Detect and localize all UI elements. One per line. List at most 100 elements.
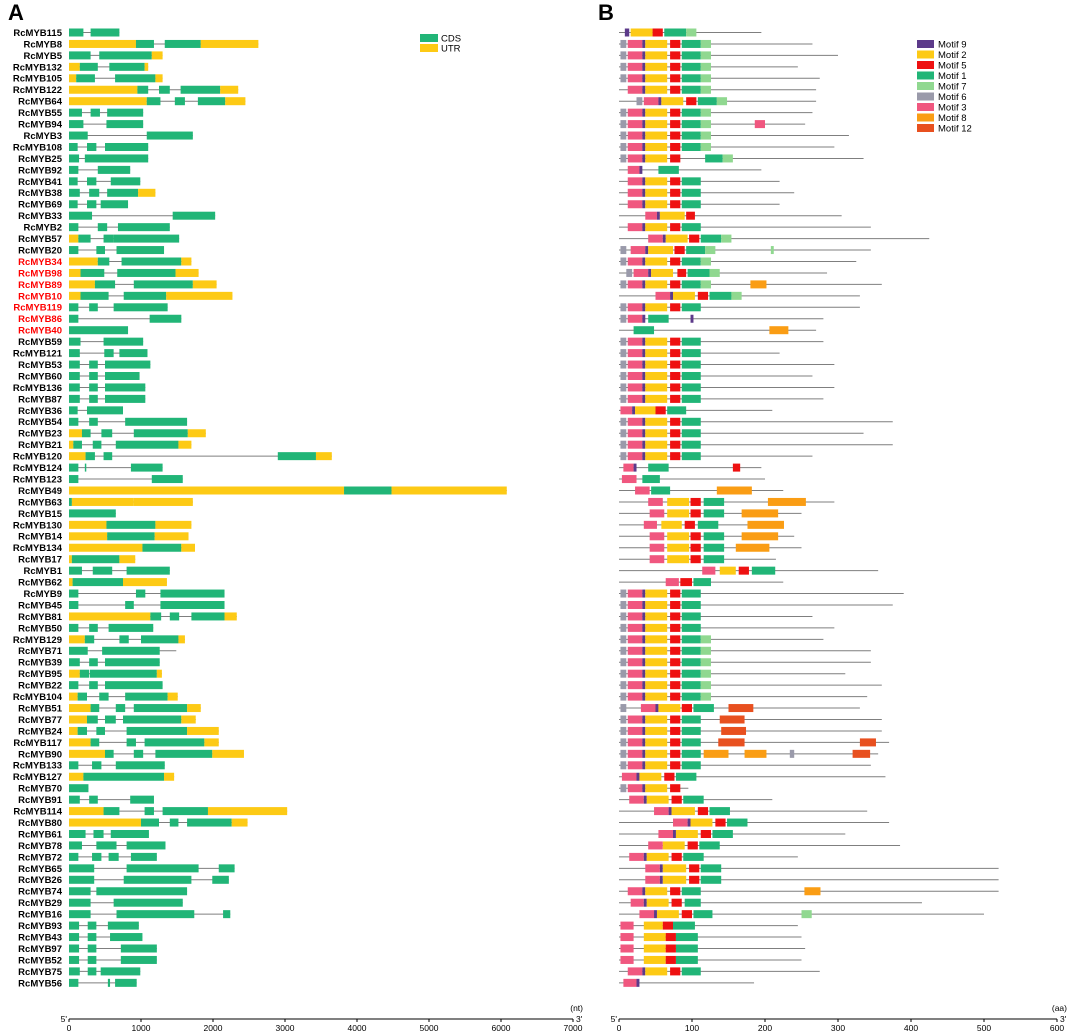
cds-block [107, 921, 139, 930]
motif-8-block [769, 326, 789, 335]
gene-label: RcMYB57 [18, 234, 62, 245]
axis-unit-label: (nt) [570, 1003, 583, 1013]
utr-block [69, 452, 86, 461]
motif-3-block [627, 669, 643, 678]
motif-1-block [681, 726, 701, 735]
cds-block [93, 830, 104, 838]
motif-6-block [620, 108, 627, 117]
motif-3-block [627, 601, 643, 609]
motif-1-block [642, 475, 660, 484]
motif-5-block [670, 646, 681, 655]
cds-block [150, 612, 162, 621]
motif-9-block [642, 635, 646, 644]
motif-1-block [681, 635, 701, 644]
gene-label: RcMYB91 [18, 795, 63, 806]
motif-3-block [627, 165, 640, 174]
motif-1-block [681, 967, 701, 976]
cds-block [105, 658, 160, 667]
motif-3-block [627, 154, 643, 163]
legend-motif-swatch [917, 113, 934, 122]
motif-9-block [642, 177, 646, 186]
motif-3-block [627, 177, 643, 186]
motif-2-block [645, 749, 668, 758]
cds-block [69, 154, 80, 163]
motif-9-block [642, 257, 646, 266]
gene-label: RcMYB104 [13, 692, 63, 703]
cds-block [80, 268, 105, 277]
cds-block [96, 887, 188, 896]
utr-block [187, 429, 206, 438]
motif-2-block [645, 257, 668, 266]
cds-block [69, 51, 91, 60]
cds-block [149, 314, 182, 323]
motif-1-block [687, 268, 710, 277]
motif-6-block [626, 268, 633, 277]
motif-5-block [670, 337, 681, 346]
gene-label: RcMYB133 [13, 761, 62, 772]
motif-9-block [642, 108, 646, 117]
cds-block [90, 738, 100, 747]
utr-block [69, 738, 91, 747]
motif-5-block [686, 97, 697, 106]
gene-label: RcMYB9 [23, 589, 62, 600]
motif-1-block [681, 669, 701, 678]
cds-block [87, 967, 97, 976]
motif-1-block [675, 772, 697, 781]
cds-block [117, 268, 176, 277]
motif-2-block [645, 784, 668, 793]
cds-block [69, 898, 91, 907]
motif-3-block [627, 74, 643, 83]
cds-block [97, 223, 108, 232]
motif-6-block [620, 738, 627, 747]
motif-7-block [705, 246, 716, 255]
motif-3-block [648, 234, 663, 243]
motif-1-block [683, 795, 704, 804]
motif-9-block [642, 360, 646, 369]
motif-3-block [648, 841, 663, 850]
gene-label: RcMYB21 [18, 440, 63, 451]
motif-5-block [670, 120, 681, 129]
cds-block [164, 39, 201, 48]
motif-1-block [681, 223, 701, 232]
motif-9-block [642, 383, 646, 392]
motif-2-block [645, 383, 668, 392]
motif-3-block [627, 188, 643, 197]
motif-1-block [681, 303, 701, 312]
cds-block [113, 303, 168, 312]
motif-1-block [681, 658, 701, 667]
motif-3-block [627, 360, 643, 369]
cds-block [106, 520, 156, 529]
motif-3-block [630, 898, 644, 907]
motif-5-block [670, 635, 681, 644]
motif-2-block [635, 406, 656, 415]
utr-block [155, 520, 192, 529]
utr-block [69, 234, 79, 243]
axis-unit-label: (aa) [1052, 1003, 1067, 1013]
motif-1-block [686, 246, 706, 255]
motif-9-block [642, 85, 646, 94]
motif-9-block [642, 726, 646, 735]
motif-3-block [649, 509, 665, 518]
motif-6-block [620, 612, 627, 621]
cds-block [104, 349, 114, 358]
motif-3-block [629, 852, 644, 861]
motif-1-block [681, 429, 701, 438]
motif-2-block [656, 910, 679, 919]
gene-label: RcMYB29 [18, 898, 62, 909]
cds-block [110, 933, 143, 942]
motif-9-block [659, 875, 663, 884]
cds-block [69, 211, 93, 220]
cds-block [101, 429, 113, 438]
motif-3-block [643, 520, 657, 529]
motif-3-block [627, 440, 643, 449]
cds-block [133, 704, 188, 713]
motif-3-block [627, 120, 643, 129]
motif-2-block [645, 635, 668, 644]
motif-5-block [670, 108, 681, 117]
cds-block [113, 898, 183, 907]
motif-1-block [681, 131, 701, 140]
motif-7-block [722, 154, 733, 163]
cds-block [155, 749, 213, 758]
motif-7-block [686, 28, 697, 37]
motif-9-block [642, 188, 646, 197]
